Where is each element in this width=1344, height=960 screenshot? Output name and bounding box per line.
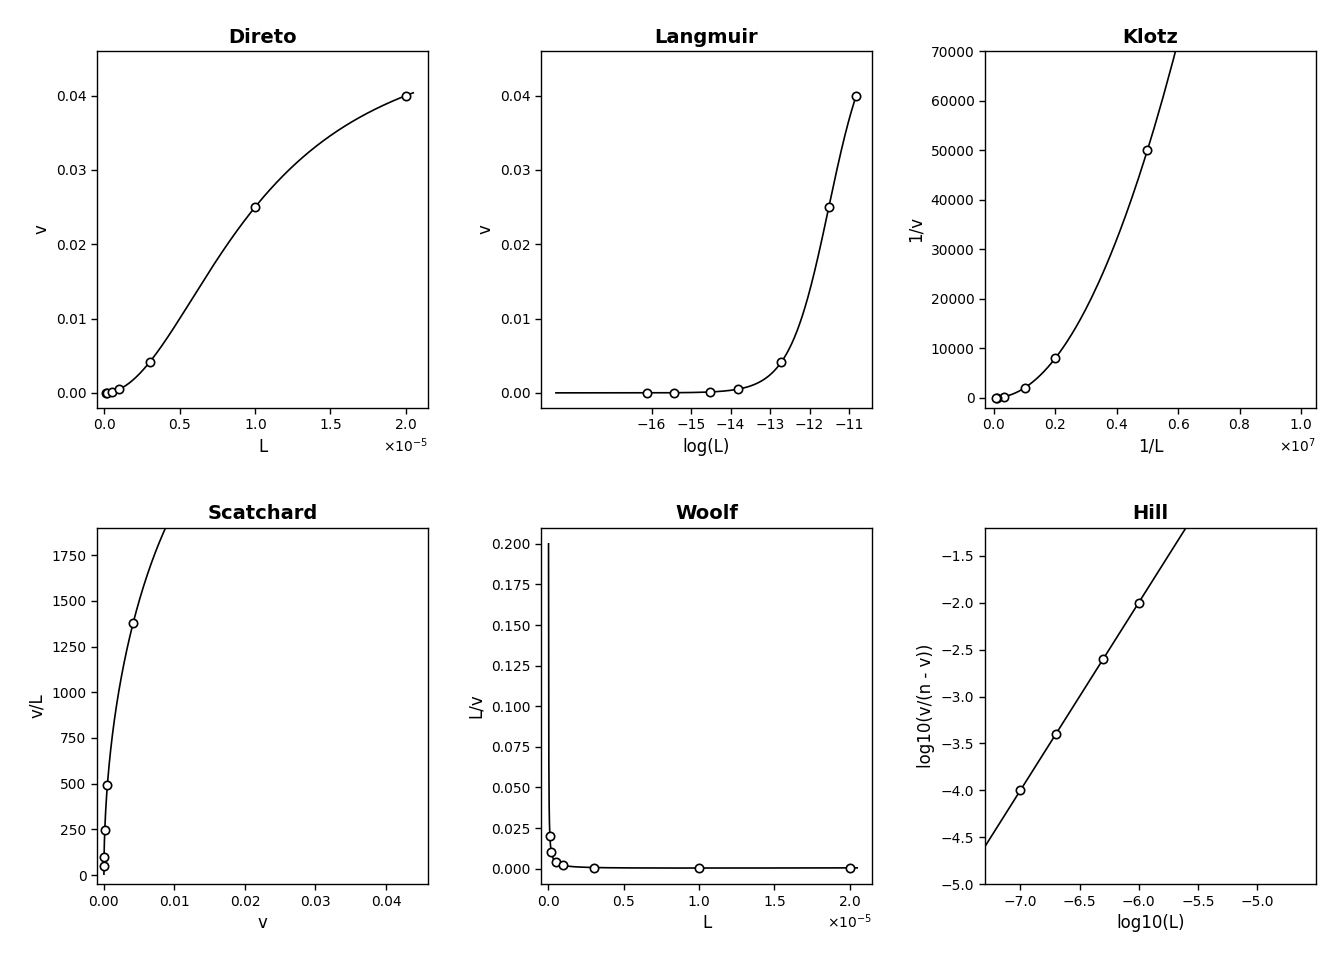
Title: Langmuir: Langmuir xyxy=(655,28,758,47)
X-axis label: 1/L: 1/L xyxy=(1138,438,1164,456)
Y-axis label: log10(v/(n - v)): log10(v/(n - v)) xyxy=(917,644,935,768)
Y-axis label: v/L: v/L xyxy=(28,693,46,718)
Title: Direto: Direto xyxy=(228,28,297,47)
Title: Scatchard: Scatchard xyxy=(207,504,317,523)
Y-axis label: v: v xyxy=(476,225,495,234)
Y-axis label: 1/v: 1/v xyxy=(907,216,925,243)
Title: Hill: Hill xyxy=(1133,504,1168,523)
Title: Klotz: Klotz xyxy=(1122,28,1179,47)
X-axis label: L: L xyxy=(258,438,267,456)
Title: Woolf: Woolf xyxy=(675,504,738,523)
X-axis label: log10(L): log10(L) xyxy=(1117,914,1185,932)
X-axis label: v: v xyxy=(258,914,267,932)
Y-axis label: v: v xyxy=(32,225,50,234)
Y-axis label: L/v: L/v xyxy=(468,693,485,718)
X-axis label: L: L xyxy=(702,914,711,932)
X-axis label: log(L): log(L) xyxy=(683,438,730,456)
